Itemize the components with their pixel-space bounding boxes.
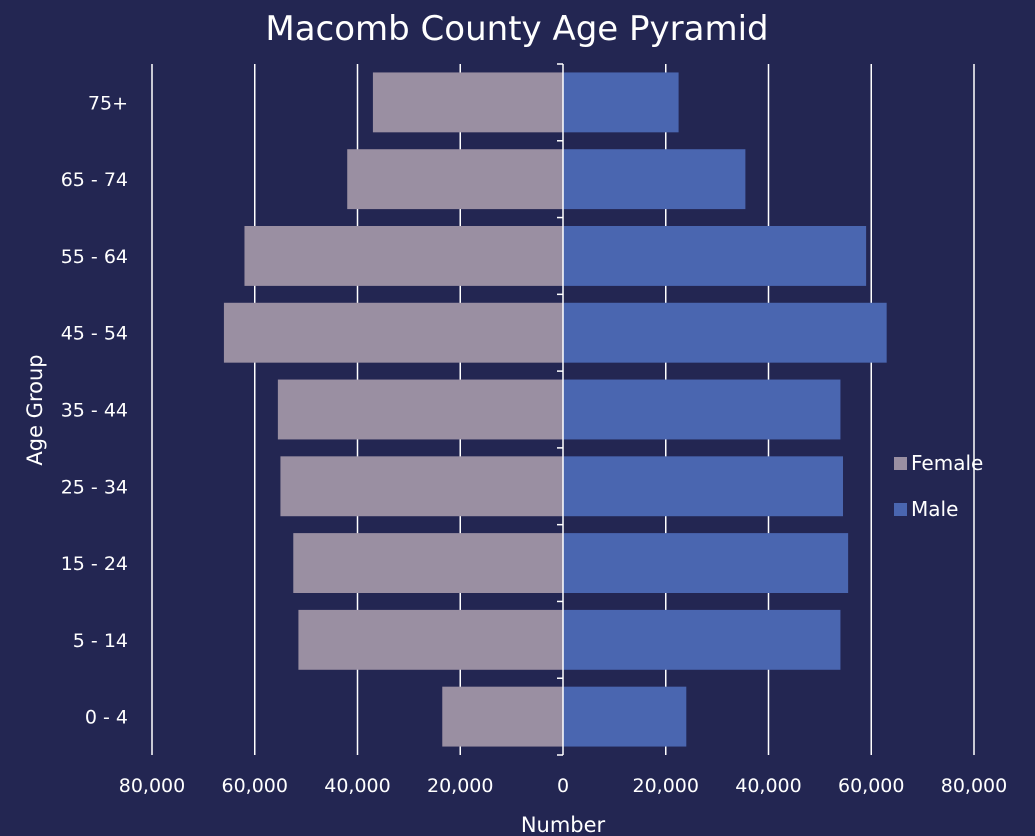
x-tick-label-3: 20,000 xyxy=(427,775,493,797)
legend-label-female: Female xyxy=(911,451,983,475)
x-tick-label-0: 80,000 xyxy=(119,775,185,797)
legend-swatch-female xyxy=(894,457,907,470)
bar-female-5 xyxy=(223,302,564,363)
legend: Female Male xyxy=(894,451,983,521)
bar-male-0 xyxy=(563,686,687,747)
chart-title: Macomb County Age Pyramid xyxy=(265,9,768,49)
y-tick-label-3: 25 - 34 xyxy=(61,476,128,498)
legend-swatch-male xyxy=(894,503,907,516)
bar-female-0 xyxy=(442,686,563,747)
x-tick-label-7: 60,000 xyxy=(838,775,904,797)
y-tick-label-0: 0 - 4 xyxy=(85,707,128,729)
x-tick-label-8: 80,000 xyxy=(941,775,1007,797)
bar-male-2 xyxy=(563,533,849,593)
x-tick-labels: 80,000 60,000 40,000 20,000 0 20,000 40,000 60,… xyxy=(119,775,1007,797)
x-tick-label-1: 60,000 xyxy=(222,775,288,797)
bar-female-1 xyxy=(298,609,563,670)
y-tick-label-2: 15 - 24 xyxy=(61,553,128,575)
y-tick-labels: 0 - 4 5 - 14 15 - 24 25 - 34 35 - 44 45 - 54 5… xyxy=(61,92,128,728)
y-axis-label: Age Group xyxy=(23,354,47,465)
y-tick-label-5: 45 - 54 xyxy=(61,323,128,345)
x-tick-label-5: 20,000 xyxy=(633,775,699,797)
bar-male-7 xyxy=(563,149,746,210)
bar-female-4 xyxy=(277,379,563,440)
bars xyxy=(223,72,887,747)
bar-female-7 xyxy=(347,149,563,210)
bar-male-3 xyxy=(563,456,843,517)
bar-male-6 xyxy=(563,226,867,286)
legend-label-male: Male xyxy=(911,497,958,521)
x-tick-label-2: 40,000 xyxy=(324,775,390,797)
bar-female-2 xyxy=(293,533,563,593)
bar-male-5 xyxy=(563,302,887,363)
bar-female-6 xyxy=(244,226,563,286)
y-tick-label-8: 75+ xyxy=(88,92,128,114)
y-tick-label-1: 5 - 14 xyxy=(73,630,128,652)
bar-male-8 xyxy=(563,72,679,133)
x-axis-label: Number xyxy=(521,813,606,836)
bar-female-3 xyxy=(280,456,563,517)
bar-female-8 xyxy=(372,72,563,133)
y-tick-label-7: 65 - 74 xyxy=(61,169,128,191)
x-tick-label-4: 0 xyxy=(557,775,569,797)
y-tick-label-4: 35 - 44 xyxy=(61,400,128,422)
bar-male-1 xyxy=(563,609,841,670)
bar-male-4 xyxy=(563,379,841,440)
center-axis xyxy=(557,63,564,756)
x-tick-label-6: 40,000 xyxy=(735,775,801,797)
y-tick-label-6: 55 - 64 xyxy=(61,246,128,268)
